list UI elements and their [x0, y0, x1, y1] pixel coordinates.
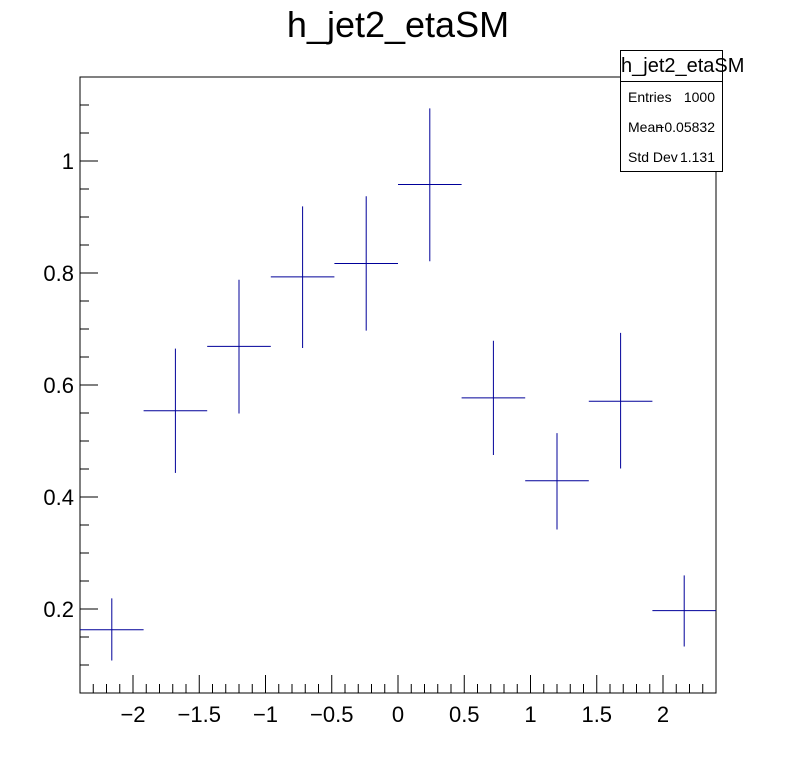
stats-mean-value: −0.05832	[656, 119, 715, 135]
stats-entries-label: Entries	[628, 89, 672, 105]
data-points	[80, 108, 716, 661]
axis-tick-labels: −2 −1.5 −1 −0.5 0 0.5 1 1.5 2 0.2 0.4 0.6 0.8 1	[43, 149, 669, 727]
stats-entries-value: 1000	[683, 89, 715, 105]
data-point	[270, 206, 335, 349]
data-point	[588, 332, 653, 469]
data-point	[80, 598, 144, 661]
x-tick-label: 1.5	[581, 702, 612, 727]
stats-stddev-value: 1.131	[679, 149, 715, 165]
y-tick-label: 0.8	[43, 261, 74, 286]
stats-box: h_jet2_etaSM Entries 1000 Mean −0.05832 …	[620, 50, 744, 172]
data-point	[525, 433, 589, 530]
y-tick-label: 0.4	[43, 485, 74, 510]
y-tick-label: 0.2	[43, 597, 74, 622]
x-tick-label: −1	[253, 702, 278, 727]
data-point	[461, 340, 526, 455]
x-tick-label: 1	[524, 702, 536, 727]
stats-stddev-label: Std Dev	[628, 149, 678, 165]
x-tick-label: −0.5	[310, 702, 353, 727]
stats-row-mean: Mean −0.05832	[621, 112, 722, 142]
chart-title: h_jet2_etaSM	[286, 4, 510, 45]
x-tick-label: −1.5	[178, 702, 221, 727]
x-tick-label: 0	[392, 702, 404, 727]
data-point	[207, 279, 271, 414]
y-tick-label: 0.6	[43, 373, 74, 398]
stats-mean-label: Mean	[628, 119, 664, 135]
x-tick-label: 2	[657, 702, 669, 727]
data-point	[143, 348, 208, 473]
stats-row-stddev: Std Dev 1.131	[621, 142, 722, 172]
stats-title: h_jet2_etaSM	[621, 51, 744, 82]
y-tick-label: 1	[62, 149, 74, 174]
stats-row-entries: Entries 1000	[621, 82, 722, 112]
axis-ticks	[79, 76, 717, 694]
x-tick-label: 0.5	[449, 702, 480, 727]
data-point	[652, 575, 716, 647]
data-point	[398, 108, 462, 262]
x-tick-label: −2	[120, 702, 145, 727]
data-point	[334, 196, 398, 331]
